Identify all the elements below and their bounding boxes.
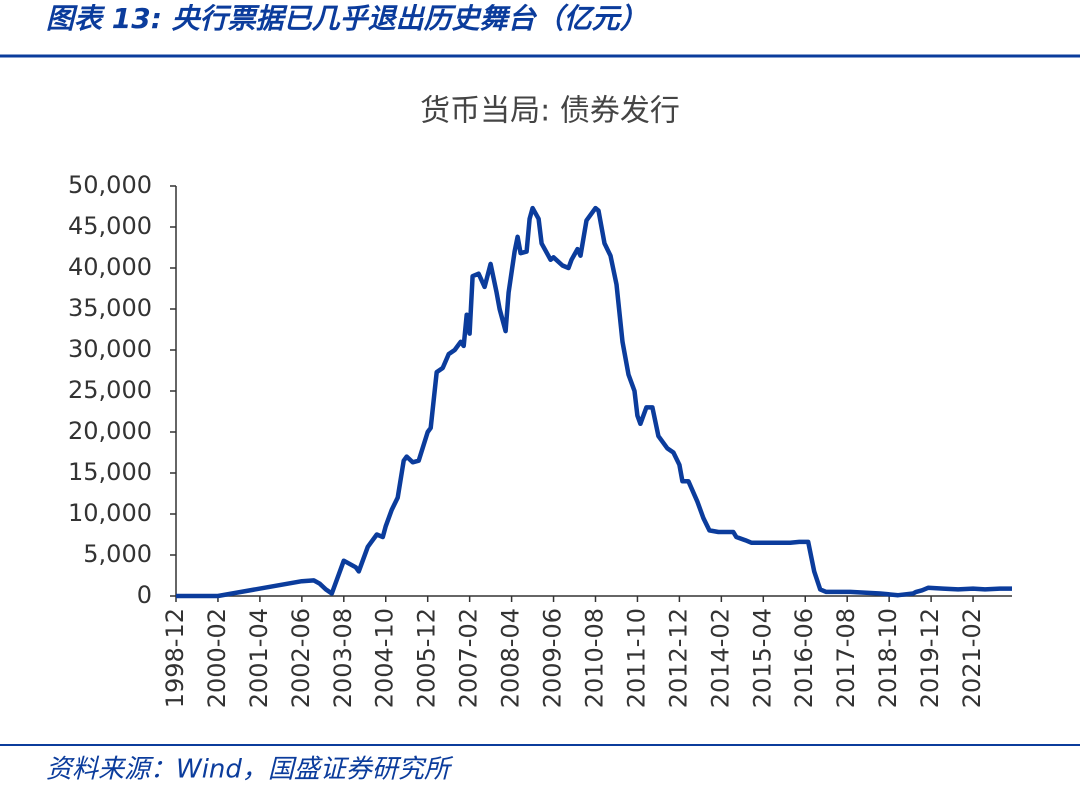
line-series <box>176 205 1012 599</box>
source: 资料来源：Wind，国盛证券研究所 <box>46 755 454 785</box>
y-tick-label: 35,000 <box>68 294 152 322</box>
x-tick-label: 2007-02 <box>455 608 483 708</box>
x-tick-label: 2005-12 <box>413 608 441 708</box>
y-tick-label: 30,000 <box>68 335 152 363</box>
x-tick-label: 2014-02 <box>706 608 734 708</box>
chart-title: 货币当局: 债券发行 <box>420 94 680 129</box>
x-tick-label: 2010-08 <box>580 608 608 708</box>
y-tick-label: 5,000 <box>83 540 152 568</box>
x-tick-label: 1998-12 <box>161 608 189 708</box>
y-tick-label: 20,000 <box>68 417 152 445</box>
x-tick-label: 2002-06 <box>287 608 315 708</box>
x-tick-label: 2017-08 <box>832 608 860 708</box>
x-tick-label: 2011-10 <box>622 608 650 708</box>
x-tick-label: 2008-04 <box>497 608 525 708</box>
y-tick-label: 45,000 <box>68 212 152 240</box>
x-tick-label: 2009-06 <box>539 608 567 708</box>
y-tick-label: 50,000 <box>68 171 152 199</box>
y-tick-label: 10,000 <box>68 499 152 527</box>
x-tick-label: 2004-10 <box>371 608 399 708</box>
x-tick-label: 2001-04 <box>245 608 273 708</box>
figure-title: 图表 13: 央行票据已几乎退出历史舞台（亿元） <box>46 2 648 35</box>
y-tick-label: 0 <box>137 581 152 609</box>
y-tick-label: 15,000 <box>68 458 152 486</box>
x-tick-label: 2003-08 <box>329 608 357 708</box>
x-tick-label: 2000-02 <box>203 608 231 708</box>
x-tick-label: 2021-02 <box>958 608 986 708</box>
x-tick-label: 2016-06 <box>790 608 818 708</box>
x-tick-label: 2012-12 <box>664 608 692 708</box>
y-tick-label: 25,000 <box>68 376 152 404</box>
y-tick-label: 40,000 <box>68 253 152 281</box>
x-tick-label: 2015-04 <box>748 608 776 708</box>
x-tick-label: 2019-12 <box>916 608 944 708</box>
x-tick-label: 2018-10 <box>874 608 902 708</box>
